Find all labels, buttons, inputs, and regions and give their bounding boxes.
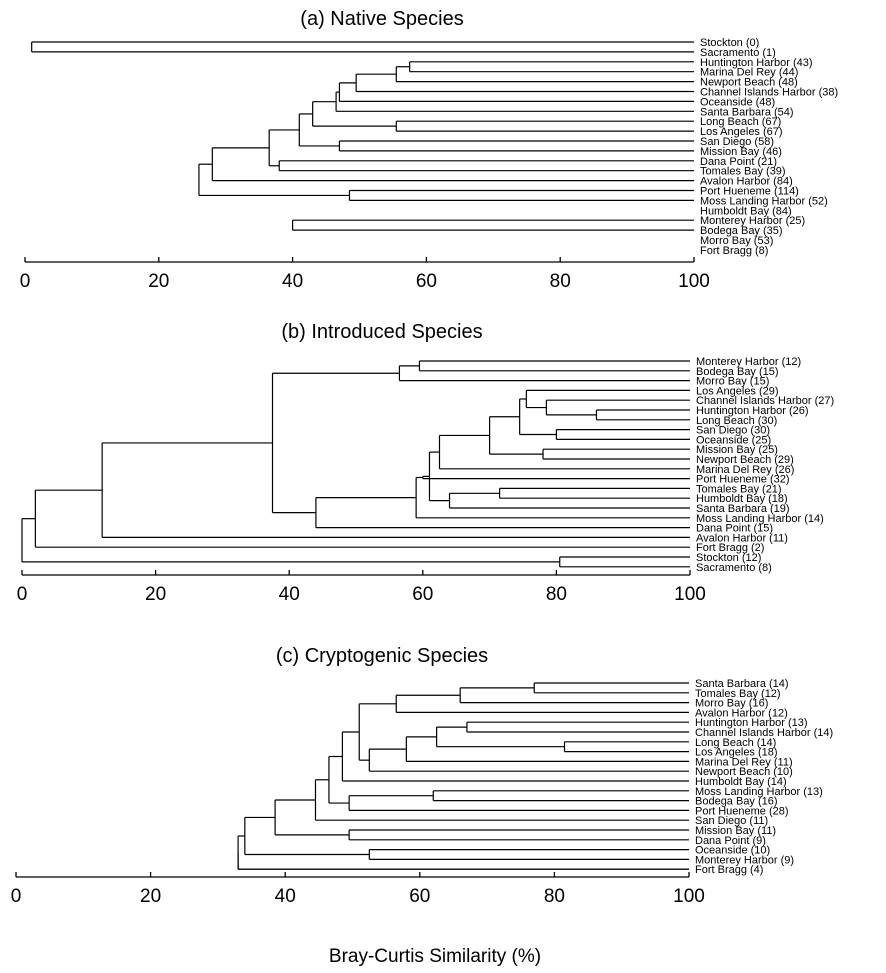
panel-native-species: Stockton (0)Sacramento (1)Huntington Har… [20, 37, 838, 292]
leaf-label: Los Angeles (29) [696, 385, 779, 397]
panel-cryptogenic-species: Santa Barbara (14)Tomales Bay (12)Morro … [11, 678, 833, 907]
leaf-label: Marina Del Rey (26) [696, 464, 794, 476]
leaf-label: Stockton (0) [700, 37, 759, 49]
leaf-label: Oceanside (25) [696, 434, 771, 446]
leaf-label: Long Beach (67) [700, 116, 781, 128]
leaf-label: Monterey Harbor (9) [695, 854, 794, 866]
leaf-label: Tomales Bay (21) [696, 483, 782, 495]
x-axis-label: Bray-Curtis Similarity (%) [329, 946, 541, 967]
leaf-label: Humboldt Bay (14) [695, 776, 787, 788]
leaf-label: Santa Barbara (19) [696, 503, 790, 515]
x-tick-label: 20 [140, 886, 161, 907]
leaf-label: Sacramento (8) [696, 562, 772, 574]
leaf-label: Oceanside (48) [700, 96, 775, 108]
leaf-label: Marina Del Rey (44) [700, 67, 798, 79]
leaf-label: Santa Barbara (54) [700, 106, 794, 118]
leaf-label: Avalon Harbor (84) [700, 176, 793, 188]
x-tick-label: 100 [673, 886, 705, 907]
panel-b-title: (b) Introduced Species [281, 321, 482, 343]
leaf-label: Huntington Harbor (26) [696, 405, 809, 417]
leaf-label: Santa Barbara (14) [695, 678, 789, 690]
leaf-label: Los Angeles (67) [700, 126, 783, 138]
leaf-label: Newport Beach (48) [700, 77, 798, 89]
leaf-label: Dana Point (21) [700, 156, 777, 168]
leaf-label: Avalon Harbor (11) [696, 532, 788, 544]
x-tick-label: 60 [412, 584, 433, 605]
leaf-label: San Diego (30) [696, 425, 770, 437]
leaf-label: Fort Bragg (4) [695, 864, 763, 876]
leaf-label: Long Beach (30) [696, 415, 777, 427]
x-tick-label: 40 [282, 271, 303, 292]
panel-c-title: (c) Cryptogenic Species [276, 645, 488, 667]
x-tick-label: 0 [17, 584, 28, 605]
x-tick-label: 60 [416, 271, 437, 292]
leaf-label: Avalon Harbor (12) [695, 707, 788, 719]
leaf-label: Morro Bay (15) [696, 376, 769, 388]
leaf-label: Dana Point (15) [696, 523, 773, 535]
x-tick-label: 0 [20, 271, 31, 292]
x-tick-label: 80 [546, 584, 567, 605]
leaf-label: Moss Landing Harbor (13) [695, 786, 823, 798]
leaf-label: Mission Bay (46) [700, 146, 782, 158]
leaf-label: Moss Landing Harbor (14) [696, 513, 824, 525]
leaf-label: Humboldt Bay (84) [700, 205, 792, 217]
x-tick-label: 40 [279, 584, 300, 605]
leaf-label: Bodega Bay (15) [696, 366, 779, 378]
leaf-label: Bodega Bay (16) [695, 796, 778, 808]
leaf-label: Channel Islands Harbor (14) [695, 727, 833, 739]
leaf-label: Morro Bay (53) [700, 235, 773, 247]
x-tick-label: 20 [145, 584, 166, 605]
panel-introduced-species: Monterey Harbor (12)Bodega Bay (15)Morro… [17, 356, 834, 605]
leaf-label: Monterey Harbor (25) [700, 215, 805, 227]
x-tick-label: 100 [674, 584, 706, 605]
leaf-label: Long Beach (14) [695, 737, 776, 749]
leaf-label: Channel Islands Harbor (38) [700, 87, 838, 99]
leaf-label: Mission Bay (11) [695, 825, 776, 837]
x-tick-label: 40 [275, 886, 296, 907]
leaf-label: Port Hueneme (28) [695, 805, 789, 817]
leaf-label: Mission Bay (25) [696, 444, 778, 456]
leaf-label: Marina Del Rey (11) [695, 756, 793, 768]
leaf-label: Oceanside (10) [695, 845, 770, 857]
leaf-label: Port Hueneme (114) [700, 186, 799, 198]
leaf-label: Sacramento (1) [700, 47, 776, 59]
leaf-label: Stockton (12) [696, 552, 761, 564]
leaf-label: Los Angeles (18) [695, 747, 778, 759]
leaf-label: Huntington Harbor (43) [700, 57, 813, 69]
leaf-label: Tomales Bay (39) [700, 166, 786, 178]
leaf-label: Humboldt Bay (18) [696, 493, 788, 505]
leaf-label: San Diego (58) [700, 136, 774, 148]
leaf-label: Newport Beach (10) [695, 766, 793, 778]
leaf-label: Dana Point (9) [695, 835, 766, 847]
leaf-label: Fort Bragg (2) [696, 542, 764, 554]
leaf-label: Huntington Harbor (13) [695, 717, 808, 729]
x-tick-label: 20 [148, 271, 169, 292]
leaf-label: Moss Landing Harbor (52) [700, 195, 828, 207]
leaf-label: Tomales Bay (12) [695, 688, 781, 700]
leaf-label: Monterey Harbor (12) [696, 356, 801, 368]
leaf-label: Port Hueneme (32) [696, 474, 790, 486]
x-tick-label: 80 [550, 271, 571, 292]
x-tick-label: 60 [409, 886, 430, 907]
leaf-label: Morro Bay (16) [695, 698, 768, 710]
leaf-label: Newport Beach (29) [696, 454, 794, 466]
leaf-label: Bodega Bay (35) [700, 225, 783, 237]
x-tick-label: 0 [11, 886, 22, 907]
leaf-label: Fort Bragg (8) [700, 245, 768, 257]
panel-a-title: (a) Native Species [300, 8, 463, 30]
x-tick-label: 100 [678, 271, 710, 292]
x-tick-label: 80 [544, 886, 565, 907]
leaf-label: San Diego (11) [695, 815, 768, 827]
leaf-label: Channel Islands Harbor (27) [696, 395, 834, 407]
